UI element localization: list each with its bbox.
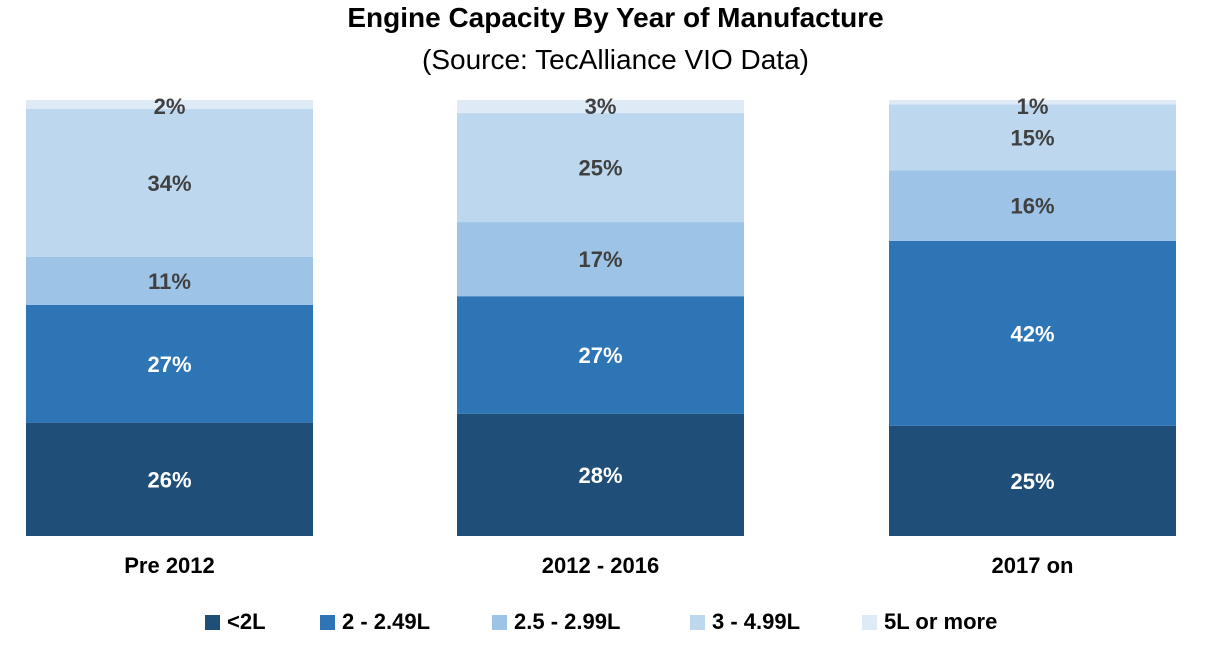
legend-item: 5L or more bbox=[862, 609, 997, 635]
legend-swatch bbox=[205, 614, 220, 630]
stacked-bar-chart: 26% 27% 11% 34% 2% Pre 2012 28% 27% 17% 25% 3% 2012… bbox=[26, 94, 1176, 578]
legend-swatch bbox=[492, 614, 507, 630]
data-label: 25% bbox=[1010, 469, 1054, 494]
data-label: 15% bbox=[1010, 125, 1054, 150]
legend-item: <2L bbox=[205, 609, 266, 635]
bar-segment bbox=[457, 222, 744, 297]
chart-subtitle: (Source: TecAlliance VIO Data) bbox=[422, 44, 809, 75]
legend-item: 2.5 - 2.99L bbox=[492, 609, 620, 635]
bar-segment bbox=[889, 240, 1176, 426]
legend-label: 2.5 - 2.99L bbox=[514, 609, 621, 634]
legend-item: 3 - 4.99L bbox=[690, 609, 800, 635]
data-label: 28% bbox=[578, 463, 622, 488]
legend-swatch bbox=[320, 614, 335, 630]
data-label: 1% bbox=[1017, 94, 1049, 119]
legend-label: 2 - 2.49L bbox=[342, 609, 431, 634]
category-label: Pre 2012 bbox=[124, 553, 215, 578]
bar-segment bbox=[889, 425, 1176, 536]
bar-segment bbox=[457, 100, 744, 114]
bar-segment bbox=[26, 422, 313, 536]
data-label: 27% bbox=[147, 352, 191, 377]
data-label: 42% bbox=[1010, 321, 1054, 346]
data-label: 16% bbox=[1010, 194, 1054, 219]
category-label: 2017 on bbox=[992, 553, 1074, 578]
category-label: 2012 - 2016 bbox=[542, 553, 659, 578]
legend-swatch bbox=[690, 614, 705, 630]
data-label: 34% bbox=[147, 171, 191, 196]
data-label: 11% bbox=[148, 269, 191, 294]
bar-segment bbox=[26, 108, 313, 257]
bar-segment bbox=[26, 304, 313, 423]
bar-segment bbox=[457, 296, 744, 414]
bar-segment bbox=[26, 256, 313, 305]
legend-swatch bbox=[862, 614, 877, 630]
data-label: 2% bbox=[154, 94, 186, 119]
bar-segment bbox=[889, 100, 1176, 105]
legend-label: 3 - 4.99L bbox=[712, 609, 801, 634]
data-label: 3% bbox=[585, 94, 617, 119]
data-label: 26% bbox=[147, 467, 191, 492]
legend-item: 2 - 2.49L bbox=[320, 609, 430, 635]
bar-segment bbox=[889, 104, 1176, 171]
bar-segment bbox=[457, 113, 744, 223]
bar-segment bbox=[26, 100, 313, 109]
bar-segment bbox=[457, 413, 744, 536]
data-label: 27% bbox=[578, 343, 622, 368]
data-label: 25% bbox=[578, 156, 622, 181]
data-label: 17% bbox=[578, 247, 622, 272]
legend-label: 5L or more bbox=[884, 609, 998, 634]
chart-title: Engine Capacity By Year of Manufacture bbox=[347, 2, 884, 33]
bar-segment bbox=[889, 170, 1176, 241]
legend-label: <2L bbox=[227, 609, 266, 634]
chart-legend: <2L 2 - 2.49L 2.5 - 2.99L 3 - 4.99L 5L or mo… bbox=[0, 609, 1205, 639]
